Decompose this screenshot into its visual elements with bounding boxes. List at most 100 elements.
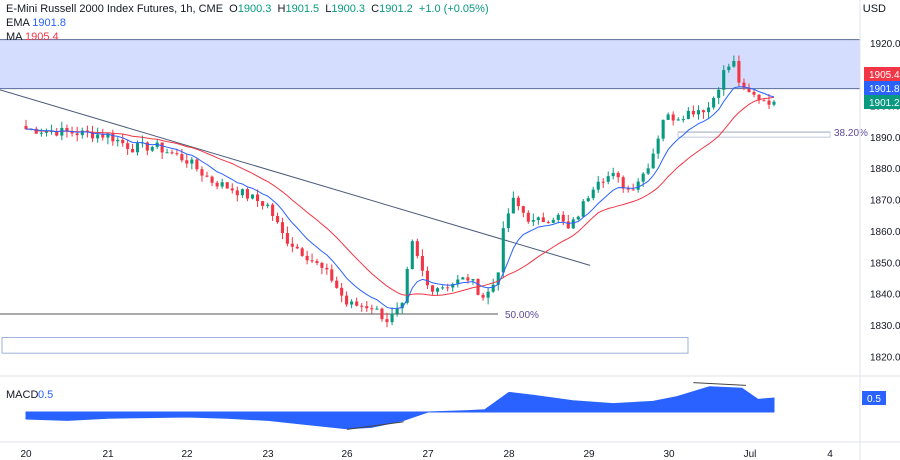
candle-body bbox=[466, 277, 470, 281]
candle-body bbox=[90, 132, 95, 139]
time-tick-label: Jul bbox=[744, 449, 757, 460]
candle-body bbox=[285, 233, 289, 244]
candle-body bbox=[195, 159, 199, 170]
candle-body bbox=[491, 284, 495, 292]
candle-body bbox=[325, 267, 329, 270]
ma-label: MA bbox=[6, 31, 22, 43]
candle-body bbox=[280, 222, 285, 234]
candle-body bbox=[290, 243, 294, 247]
candle-body bbox=[330, 269, 334, 281]
candle-body bbox=[310, 260, 314, 262]
candle-body bbox=[305, 255, 309, 261]
fib-38-box bbox=[677, 131, 831, 138]
candle-body bbox=[701, 110, 706, 113]
candle-body bbox=[340, 287, 344, 296]
trendline-layer bbox=[0, 89, 591, 266]
candle-body bbox=[400, 302, 404, 309]
candle-body bbox=[516, 197, 520, 207]
candle-body bbox=[551, 219, 555, 223]
candle-body bbox=[526, 212, 530, 222]
candle-body bbox=[39, 132, 43, 134]
candle-body bbox=[430, 285, 435, 292]
candle-body bbox=[616, 172, 620, 178]
candle-body bbox=[200, 169, 204, 176]
price-tick-label: 1860.0 bbox=[870, 227, 900, 238]
candle-body bbox=[707, 107, 711, 113]
candle-body bbox=[55, 130, 59, 136]
ema-legend[interactable]: EMA 1901.8 bbox=[6, 17, 66, 29]
candle-body bbox=[676, 119, 680, 121]
candle-body bbox=[370, 308, 374, 310]
candle-body bbox=[165, 152, 169, 154]
candle-body bbox=[586, 198, 590, 202]
candle-body bbox=[656, 138, 660, 154]
ma-legend[interactable]: MA 1905.4 bbox=[6, 31, 59, 43]
price-label-text: 1901.2 bbox=[869, 98, 900, 109]
candle-body bbox=[691, 110, 695, 115]
candle-body bbox=[295, 246, 299, 249]
low-label: L bbox=[325, 3, 332, 15]
candle-body bbox=[135, 143, 140, 153]
candle-body bbox=[405, 269, 409, 303]
fib-38-label: 38.20% bbox=[834, 128, 868, 139]
price-tick-label: 1890.0 bbox=[870, 133, 900, 144]
candle-body bbox=[390, 313, 394, 323]
fib-50-label: 50.00% bbox=[505, 310, 539, 321]
candle-body bbox=[626, 188, 630, 190]
candle-body bbox=[320, 262, 324, 268]
candle-body bbox=[631, 189, 635, 191]
candle-body bbox=[345, 295, 349, 305]
candle-body bbox=[65, 127, 69, 132]
candle-body bbox=[732, 60, 736, 67]
candle-body bbox=[380, 308, 384, 320]
candle-body bbox=[681, 119, 685, 121]
candle-body bbox=[636, 181, 640, 190]
candle-body bbox=[762, 100, 766, 102]
macd-legend-value: 0.5 bbox=[38, 389, 53, 401]
candle-body bbox=[121, 139, 125, 144]
candle-body bbox=[170, 152, 174, 154]
candle-body bbox=[742, 82, 746, 88]
candle-body bbox=[256, 194, 260, 202]
candle-body bbox=[571, 219, 575, 229]
candle-body bbox=[425, 270, 430, 286]
candle-body bbox=[80, 130, 84, 136]
candle-body bbox=[561, 214, 565, 222]
candle-body bbox=[190, 159, 194, 164]
candle-body bbox=[717, 89, 721, 98]
candle-body bbox=[556, 214, 560, 220]
candle-body bbox=[747, 87, 751, 92]
candle-body bbox=[606, 176, 610, 182]
candle-body bbox=[300, 248, 304, 256]
candle-body bbox=[180, 154, 184, 161]
candle-body bbox=[696, 110, 701, 115]
candle-body bbox=[501, 228, 505, 273]
candle-body bbox=[240, 189, 244, 196]
candle-body bbox=[737, 60, 741, 83]
candle-body bbox=[536, 217, 540, 221]
candle-body bbox=[395, 308, 399, 314]
ema-label: EMA bbox=[6, 17, 30, 29]
candle-body bbox=[235, 190, 239, 196]
candle-body bbox=[722, 70, 726, 90]
time-tick-label: 22 bbox=[181, 449, 193, 460]
candle-body bbox=[712, 97, 716, 108]
candle-body bbox=[415, 241, 419, 257]
candle-body bbox=[266, 204, 270, 206]
candle-body bbox=[521, 206, 525, 213]
macd-divergence-line bbox=[346, 421, 404, 430]
candle-body bbox=[215, 182, 219, 187]
candle-body bbox=[24, 125, 28, 130]
candle-body bbox=[101, 134, 105, 138]
candle-body bbox=[481, 294, 485, 298]
candle-body bbox=[145, 142, 149, 151]
candle-body bbox=[34, 128, 38, 134]
candle-body bbox=[506, 213, 510, 229]
close-label: C bbox=[371, 3, 380, 15]
price-tick-label: 1920.0 bbox=[870, 39, 900, 50]
time-tick-label: 30 bbox=[663, 449, 675, 460]
macd-layer: MACD 0.5 0.5 bbox=[0, 375, 900, 430]
candle-body bbox=[666, 114, 670, 120]
price-label-text: 1901.8 bbox=[869, 84, 900, 95]
